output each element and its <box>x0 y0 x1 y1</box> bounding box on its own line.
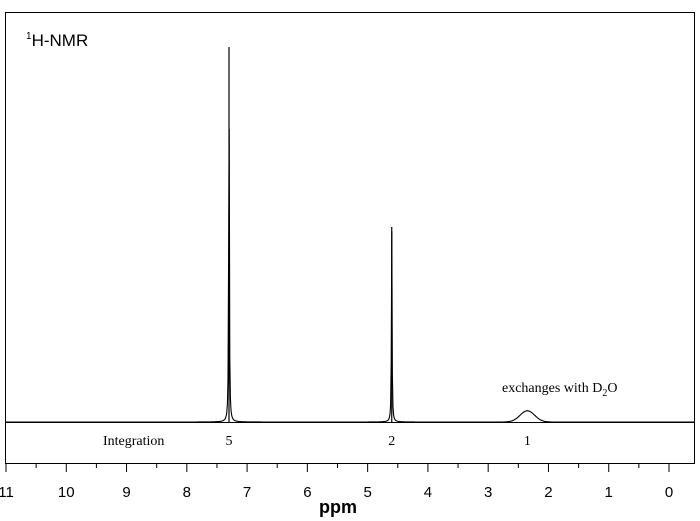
integration-value: 1 <box>524 434 531 449</box>
x-tick-label: 6 <box>303 484 311 501</box>
title-main: H-NMR <box>32 31 89 50</box>
annotation-subscript: 2 <box>602 388 607 399</box>
x-tick-label: 0 <box>665 484 673 501</box>
x-tick-label: 2 <box>544 484 552 501</box>
x-axis-label: ppm <box>319 497 357 517</box>
x-tick-label: 7 <box>243 484 251 501</box>
x-tick-label: 4 <box>424 484 432 501</box>
chart-title: 1H-NMR <box>26 31 88 50</box>
integration-label: Integration <box>103 434 164 449</box>
integration-value: 5 <box>226 434 233 449</box>
x-tick-label: 11 <box>0 484 14 501</box>
x-tick-label: 1 <box>605 484 613 501</box>
x-axis: 11 10 9 8 7 6 5 4 3 2 1 0 <box>0 463 673 501</box>
x-tick-label: 5 <box>363 484 371 501</box>
spectrum-trace <box>6 128 695 423</box>
x-tick-label: 9 <box>122 484 130 501</box>
plot-frame <box>5 12 695 464</box>
annotation-text-after: O <box>607 381 617 396</box>
integration-value: 2 <box>388 434 395 449</box>
x-tick-label: 10 <box>58 484 75 501</box>
x-tick-label: 3 <box>484 484 492 501</box>
title-superscript: 1 <box>26 31 32 42</box>
d2o-annotation: exchanges with D2O <box>502 381 617 399</box>
x-tick-label: 8 <box>183 484 191 501</box>
annotation-text-before: exchanges with D <box>502 381 602 396</box>
